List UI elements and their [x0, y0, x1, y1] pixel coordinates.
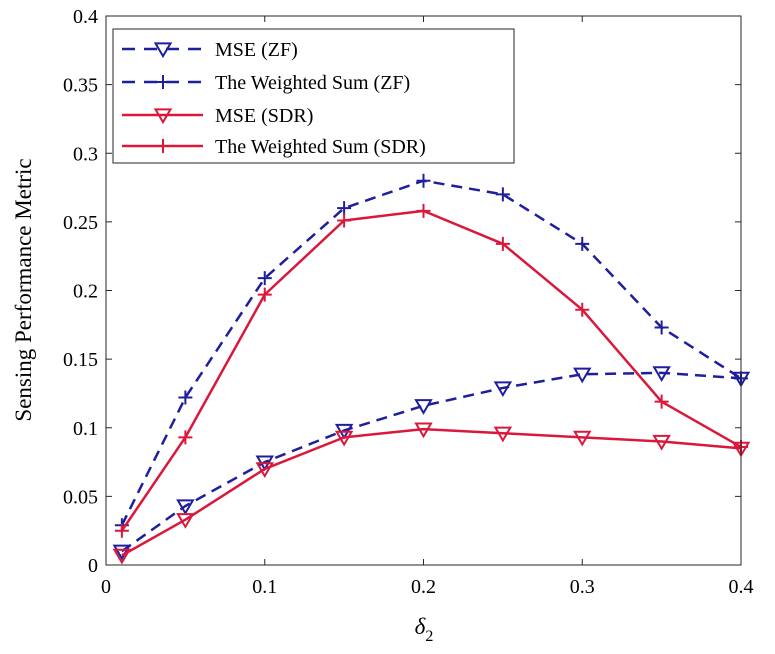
legend-entry: The Weighted Sum (ZF) — [122, 72, 410, 94]
data-point — [493, 381, 513, 398]
data-point — [178, 390, 193, 405]
x-axis-label-main: δ — [415, 614, 426, 639]
legend-entry: MSE (ZF) — [122, 39, 298, 61]
legend-entry: The Weighted Sum (SDR) — [122, 136, 426, 158]
data-point — [495, 187, 510, 202]
y-tick-label: 0.15 — [63, 349, 98, 371]
x-tick-label: 0 — [101, 576, 111, 598]
y-axis-label: Sensing Performance Metric — [11, 158, 36, 421]
x-tick-label: 0.3 — [570, 576, 595, 598]
x-tick-label: 0.1 — [252, 576, 277, 598]
y-tick-label: 0.4 — [73, 6, 98, 28]
data-point — [255, 462, 274, 479]
y-tick-label: 0.35 — [63, 75, 98, 97]
legend-label: MSE (SDR) — [215, 105, 313, 127]
y-tick-label: 0.25 — [63, 212, 98, 234]
data-point — [178, 430, 193, 445]
data-point — [416, 173, 431, 188]
legend-label: MSE (ZF) — [215, 39, 298, 61]
data-point — [416, 203, 431, 218]
legend-box — [112, 28, 515, 164]
data-point — [112, 548, 132, 565]
data-point — [493, 426, 513, 443]
x-axis-label: δ2 — [415, 614, 434, 645]
series-line — [121, 371, 742, 553]
series-3 — [112, 422, 751, 565]
data-point — [337, 201, 352, 216]
data-point — [337, 213, 352, 228]
legend: MSE (ZF) The Weighted Sum (ZF) MSE (SDR) Th… — [112, 28, 515, 164]
data-point — [414, 399, 433, 415]
x-axis-ticks: 0 0.1 0.2 0.3 0.4 — [101, 16, 754, 598]
data-point — [334, 430, 354, 447]
legend-marker — [156, 75, 170, 89]
data-point — [575, 302, 590, 317]
data-point — [652, 366, 671, 382]
data-point — [257, 271, 272, 286]
y-axis-ticks: 0 0.05 0.1 0.15 0.2 0.25 0.3 0.35 0.4 — [63, 6, 741, 577]
data-point — [176, 513, 195, 529]
y-tick-label: 0.3 — [73, 143, 98, 165]
legend-label: The Weighted Sum (SDR) — [215, 136, 426, 158]
data-point — [176, 499, 195, 516]
y-tick-label: 0.1 — [73, 418, 98, 440]
data-point — [652, 434, 671, 451]
x-tick-label: 0.4 — [729, 576, 754, 598]
series-line — [121, 427, 742, 557]
plot-frame — [105, 15, 742, 566]
legend-entry: MSE (SDR) — [122, 105, 313, 127]
y-tick-label: 0.05 — [63, 486, 98, 508]
series-2 — [114, 173, 748, 533]
data-point — [573, 430, 592, 447]
x-axis-label-subscript: 2 — [425, 628, 433, 645]
data-point — [654, 394, 669, 409]
y-tick-label: 0 — [88, 555, 98, 577]
data-point — [414, 422, 433, 439]
legend-marker — [153, 108, 173, 125]
y-tick-label: 0.2 — [73, 281, 98, 303]
data-point — [654, 320, 669, 335]
data-point — [495, 236, 510, 251]
series-4 — [114, 203, 748, 538]
data-point — [114, 523, 129, 538]
legend-marker — [153, 42, 173, 59]
data-point — [257, 287, 272, 302]
data-point — [575, 236, 590, 251]
legend-label: The Weighted Sum (ZF) — [215, 72, 410, 94]
legend-marker — [156, 139, 170, 153]
x-tick-label: 0.2 — [411, 576, 436, 598]
data-point — [573, 367, 592, 384]
